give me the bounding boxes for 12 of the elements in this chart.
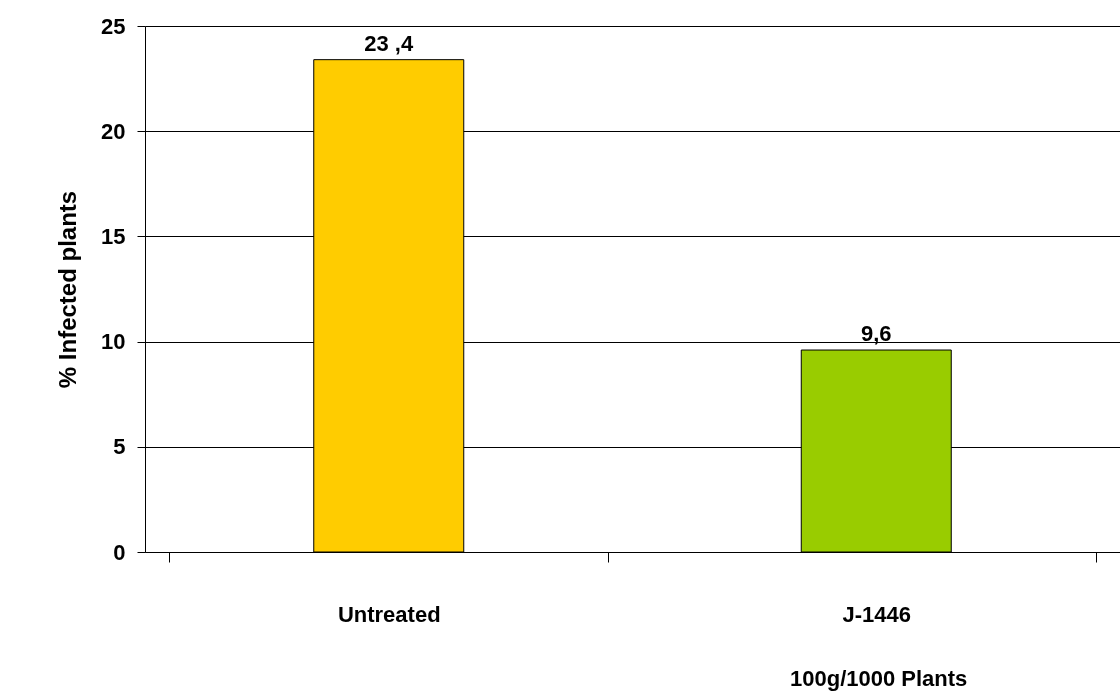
y-tick-label: 5 (113, 434, 126, 460)
y-tick-label: 25 (101, 13, 126, 39)
y-tick-label: 15 (101, 223, 126, 249)
y-tick-label: 0 (113, 539, 126, 565)
data-label: 23 ,4 (364, 30, 414, 56)
y-tick-label: 20 (101, 118, 126, 144)
x-tick-label: Untreated (337, 601, 441, 627)
x-tick-label: J-1446 (842, 601, 912, 627)
y-tick-label: 10 (101, 329, 126, 355)
y-axis-title: % Infected plants (54, 190, 82, 389)
text: 100g/1000 Plants (790, 666, 968, 692)
data-label: 9,6 (860, 321, 892, 347)
